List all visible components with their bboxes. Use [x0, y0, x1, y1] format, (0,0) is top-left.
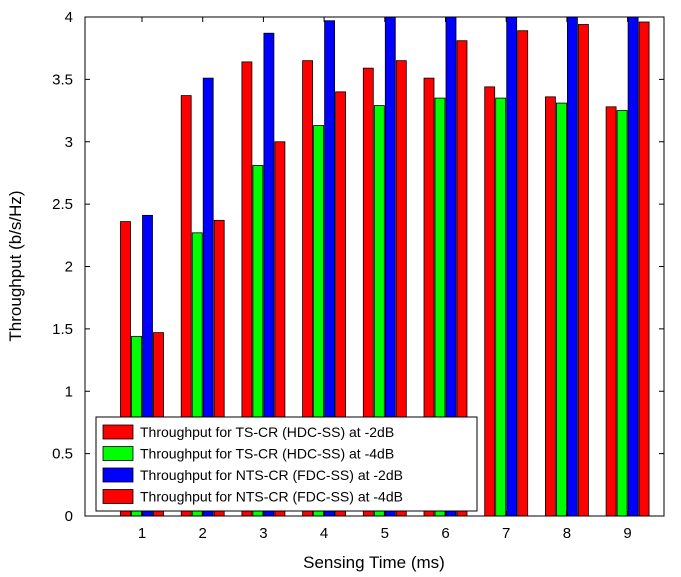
x-axis: 1 2 3 4 5 6 7 8 9	[138, 17, 632, 542]
x-tick-label: 5	[381, 525, 389, 542]
bar-s4-x9	[638, 21, 650, 517]
y-tick-label: 3.5	[52, 71, 73, 88]
bar-s3-x9	[627, 16, 639, 517]
x-tick-label: 2	[199, 525, 207, 542]
y-tick-label: 0	[65, 508, 73, 525]
legend: Throughput for TS-CR (HDC-SS) at -2dB Thr…	[95, 416, 478, 512]
x-tick-label: 8	[563, 525, 571, 542]
bar-s4-x8	[578, 24, 589, 517]
bar-s3-x7	[506, 16, 518, 517]
bar-s1-x9	[605, 106, 617, 517]
y-tick-label: 2	[65, 259, 73, 276]
y-tick-label: 0.5	[52, 446, 73, 463]
legend-swatch	[102, 467, 134, 483]
bar-s1-x8	[545, 96, 556, 517]
y-axis: 0 0.5 1 1.5 2 2.5 3 3.5 4	[52, 9, 664, 525]
bar-s2-x7	[495, 97, 507, 517]
y-tick-label: 1	[65, 383, 73, 400]
bar-s4-x7	[517, 30, 529, 517]
x-tick-label: 9	[623, 525, 631, 542]
x-tick-label: 6	[441, 525, 449, 542]
y-tick-label: 3	[65, 134, 73, 151]
legend-swatch	[102, 446, 134, 461]
legend-swatch	[102, 424, 134, 440]
x-tick-label: 1	[138, 525, 146, 542]
x-tick-label: 3	[259, 525, 267, 542]
x-axis-title: Sensing Time (ms)	[303, 553, 445, 572]
legend-swatch	[102, 489, 134, 504]
legend-label: Throughput for TS-CR (HDC-SS) at -4dB	[140, 446, 394, 462]
x-tick-label: 4	[320, 525, 328, 542]
legend-box	[95, 416, 478, 512]
y-tick-label: 1.5	[52, 321, 73, 338]
bar-s2-x8	[556, 102, 567, 517]
y-tick-label: 2.5	[52, 196, 73, 213]
legend-label: Throughput for TS-CR (HDC-SS) at -2dB	[140, 424, 394, 440]
x-tick-label: 7	[502, 525, 510, 542]
y-axis-title: Throughput (b/s/Hz)	[6, 190, 25, 341]
y-tick-label: 4	[65, 9, 73, 26]
bar-s2-x9	[616, 110, 628, 517]
bar-s1-x7	[484, 86, 496, 517]
bar-s3-x8	[567, 16, 578, 517]
legend-label: Throughput for NTS-CR (FDC-SS) at -4dB	[140, 489, 403, 505]
legend-label: Throughput for NTS-CR (FDC-SS) at -2dB	[140, 467, 403, 483]
